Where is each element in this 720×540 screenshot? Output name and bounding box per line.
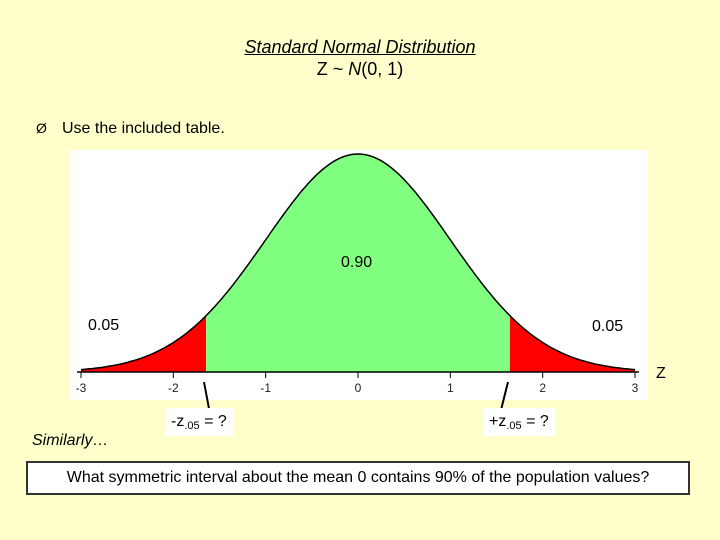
center-area-label: 0.90 xyxy=(341,254,373,271)
x-tick-label-1: -2 xyxy=(168,381,179,395)
bullet-point: Ø Use the included table. xyxy=(36,120,225,138)
x-tick-label-6: 3 xyxy=(632,381,639,395)
axis-variable-label: Z xyxy=(656,365,666,382)
right-critical-prefix: +z xyxy=(489,413,507,430)
left-critical-sub: .05 xyxy=(184,420,200,432)
left-critical-value: -z.05 = ? xyxy=(165,408,233,436)
normal-curve-plot: -3 -2 -1 0 1 2 3 xyxy=(70,150,648,400)
right-critical-suffix: = ? xyxy=(521,413,549,430)
similarly-text: Similarly… xyxy=(32,432,109,449)
left-critical-prefix: -z xyxy=(171,413,185,430)
slide-title: Standard Normal Distribution Z ~ N(0, 1) xyxy=(0,36,720,80)
x-tick-label-0: -3 xyxy=(76,381,87,395)
x-tick-label-4: 1 xyxy=(447,381,454,395)
bullet-arrow-icon: Ø xyxy=(36,120,47,136)
curve-outline xyxy=(80,153,636,371)
right-critical-sub: .05 xyxy=(506,420,522,432)
x-tick-label-2: -1 xyxy=(260,381,271,395)
x-tick-label-3: 0 xyxy=(355,381,362,395)
curve-region-0 xyxy=(81,315,207,372)
question-box: What symmetric interval about the mean 0… xyxy=(26,461,690,495)
title-suffix: (0, 1) xyxy=(361,59,404,79)
title-line-2: Z ~ N(0, 1) xyxy=(0,58,720,80)
left-critical-suffix: = ? xyxy=(199,413,227,430)
curve-region-2 xyxy=(509,315,635,372)
bullet-text: Use the included table. xyxy=(62,120,225,137)
right-critical-value: +z.05 = ? xyxy=(483,408,555,436)
normal-curve-svg: -3 -2 -1 0 1 2 3 xyxy=(76,153,639,395)
x-tick-label-5: 2 xyxy=(539,381,546,395)
title-prefix: Z ~ xyxy=(316,59,349,79)
curve-region-1 xyxy=(206,154,510,372)
left-tail-label: 0.05 xyxy=(88,317,120,334)
right-tail-label: 0.05 xyxy=(592,318,624,335)
title-n: N xyxy=(348,59,362,79)
title-line-1: Standard Normal Distribution xyxy=(244,37,476,57)
